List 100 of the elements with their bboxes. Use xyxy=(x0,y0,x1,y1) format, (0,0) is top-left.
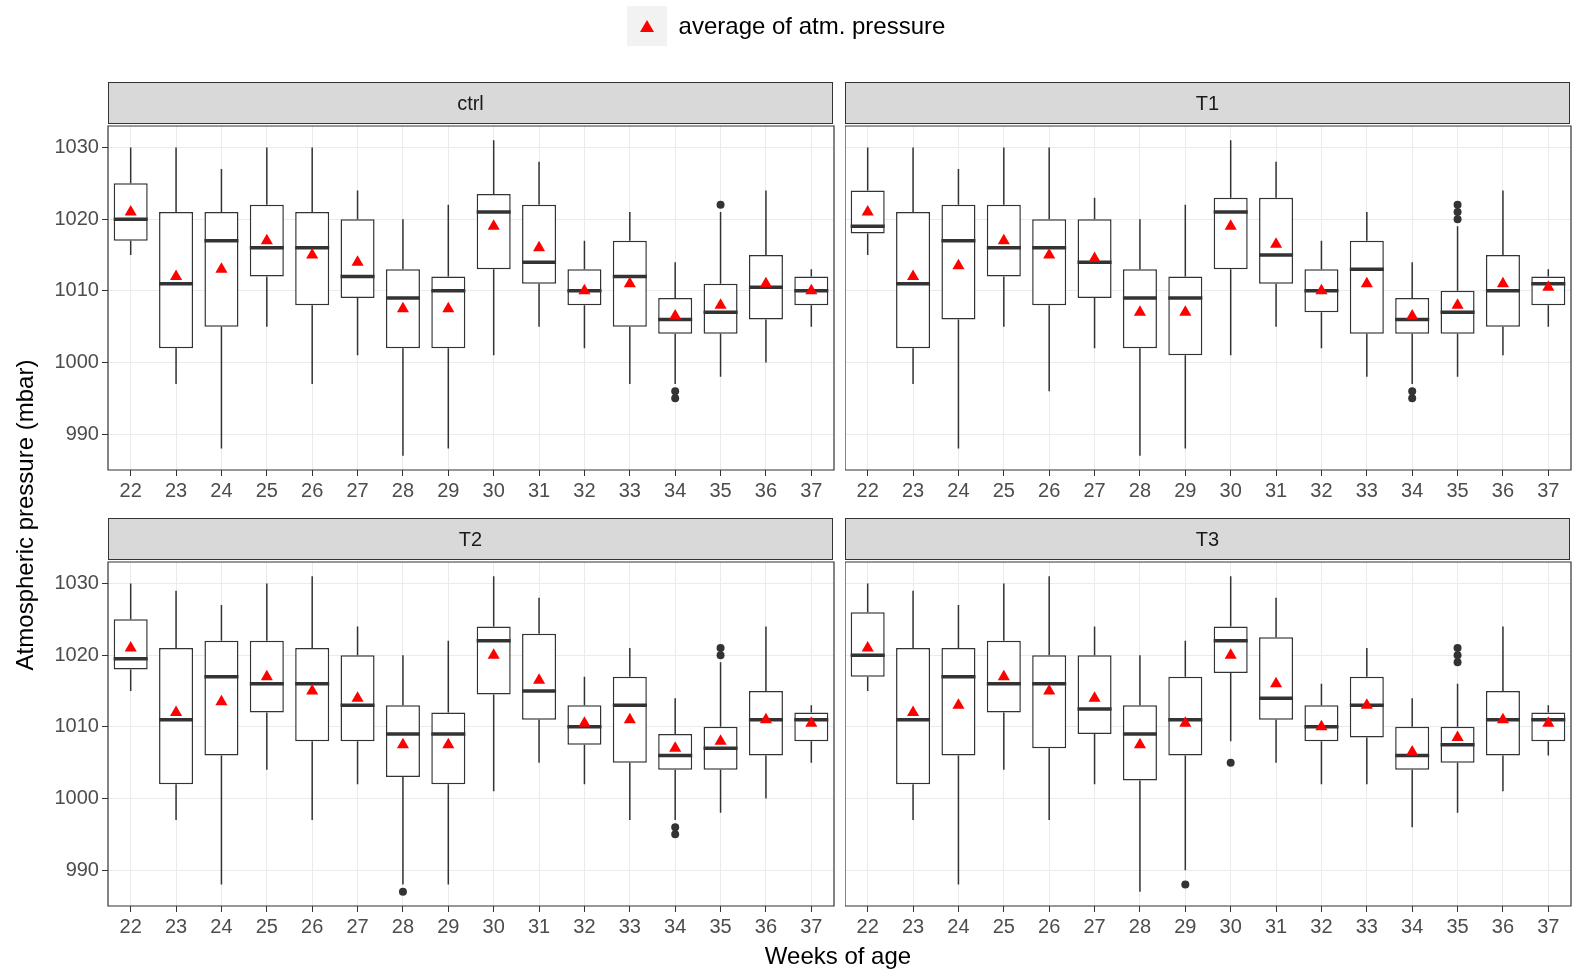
point xyxy=(997,233,1010,245)
point xyxy=(215,694,228,706)
x-tick-label: 30 xyxy=(1219,478,1242,501)
chart-title: T3 xyxy=(845,518,1570,560)
y-tick-label: 990 xyxy=(65,421,99,444)
point xyxy=(759,712,772,724)
x-tick-label: 25 xyxy=(255,478,278,501)
x-tick-label: 29 xyxy=(1174,914,1197,937)
x-tick-label: 36 xyxy=(1491,478,1515,501)
x-tick-label: 33 xyxy=(1355,478,1378,501)
x-tick-label: 24 xyxy=(210,478,233,501)
x-tick-label: 31 xyxy=(1264,914,1288,937)
x-tick-label: 23 xyxy=(901,478,925,501)
point xyxy=(623,276,636,288)
chart-title: ctrl xyxy=(108,82,833,124)
x-tick-label: 36 xyxy=(754,914,778,937)
x-tick-label: 26 xyxy=(301,914,324,937)
y-axis-title: Atmospheric pressure (mbar) xyxy=(11,359,39,671)
x-tick-label: 24 xyxy=(947,478,970,501)
point xyxy=(306,248,319,259)
y-tick-label: 1030 xyxy=(54,571,99,594)
point xyxy=(215,262,228,273)
x-tick-label: 27 xyxy=(346,914,369,937)
point xyxy=(170,705,183,716)
y-tick-label: 1000 xyxy=(54,350,99,373)
point xyxy=(442,301,455,313)
point xyxy=(260,233,273,245)
point xyxy=(487,648,500,659)
point xyxy=(396,301,409,313)
y-tick-label: 1010 xyxy=(54,278,99,301)
x-tick-label: 32 xyxy=(573,914,596,937)
x-tick-label: 28 xyxy=(391,914,415,937)
y-tick-label: 1000 xyxy=(54,786,99,809)
x-tick-label: 23 xyxy=(164,914,188,937)
x-tick-label: 27 xyxy=(1083,914,1106,937)
x-tick-label: 31 xyxy=(527,914,551,937)
chart-title: T1 xyxy=(845,82,1570,124)
point xyxy=(351,691,364,702)
x-tick-label: 27 xyxy=(346,478,369,501)
x-tick-label: 27 xyxy=(1083,478,1106,501)
point xyxy=(1043,684,1056,695)
point xyxy=(714,734,727,745)
x-tick-label: 32 xyxy=(1310,478,1333,501)
point xyxy=(351,255,364,266)
x-tick-label: 25 xyxy=(992,914,1015,937)
y-tick-label: 1020 xyxy=(54,206,99,229)
x-tick-label: 33 xyxy=(1355,914,1378,937)
point xyxy=(1496,712,1509,724)
x-tick-label: 28 xyxy=(1128,478,1152,501)
x-tick-label: 31 xyxy=(527,478,551,501)
x-tick-label: 37 xyxy=(1537,914,1560,937)
x-tick-label: 32 xyxy=(573,478,596,501)
x-tick-label: 23 xyxy=(901,914,925,937)
x-tick-label: 29 xyxy=(437,478,460,501)
x-tick-label: 25 xyxy=(255,914,278,937)
point xyxy=(623,712,636,724)
point xyxy=(1270,676,1283,688)
chart-title: T2 xyxy=(108,518,833,560)
point xyxy=(759,276,772,288)
x-tick-label: 35 xyxy=(709,478,732,501)
x-tick-label: 34 xyxy=(664,478,687,501)
x-tick-label: 36 xyxy=(1491,914,1515,937)
x-tick-label: 35 xyxy=(1446,914,1469,937)
x-tick-label: 34 xyxy=(1401,914,1424,937)
point xyxy=(1360,276,1373,288)
x-tick-label: 35 xyxy=(1446,478,1469,501)
x-tick-label: 25 xyxy=(992,478,1015,501)
x-tick-label: 30 xyxy=(482,478,505,501)
x-tick-label: 26 xyxy=(1038,478,1061,501)
y-tick-label: 1010 xyxy=(54,714,99,737)
x-tick-label: 22 xyxy=(119,478,142,501)
point xyxy=(997,669,1010,681)
point xyxy=(124,205,137,216)
x-tick-label: 33 xyxy=(618,478,641,501)
x-tick-label: 26 xyxy=(301,478,324,501)
x-tick-label: 32 xyxy=(1310,914,1333,937)
x-tick-label: 23 xyxy=(164,478,188,501)
point xyxy=(306,684,319,695)
x-tick-label: 22 xyxy=(119,914,142,937)
point xyxy=(1179,716,1192,727)
x-tick-label: 35 xyxy=(709,914,732,937)
point xyxy=(1496,276,1509,288)
point xyxy=(1451,730,1464,742)
x-tick-label: 28 xyxy=(391,478,415,501)
point xyxy=(533,240,546,252)
point xyxy=(1179,305,1192,316)
point xyxy=(907,269,920,280)
x-tick-label: 24 xyxy=(210,914,233,937)
y-tick-label: 1030 xyxy=(54,135,99,158)
x-tick-label: 34 xyxy=(664,914,687,937)
x-tick-label: 24 xyxy=(947,914,970,937)
point xyxy=(1088,691,1101,702)
x-tick-label: 30 xyxy=(482,914,505,937)
point xyxy=(1451,298,1464,309)
y-tick-label: 990 xyxy=(65,857,99,880)
point xyxy=(1133,305,1146,316)
x-tick-label: 34 xyxy=(1401,478,1424,501)
x-tick-label: 30 xyxy=(1219,914,1242,937)
point xyxy=(1088,251,1101,263)
point xyxy=(907,705,920,716)
